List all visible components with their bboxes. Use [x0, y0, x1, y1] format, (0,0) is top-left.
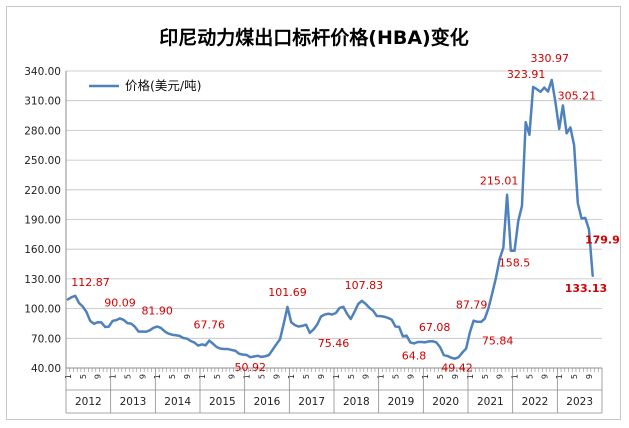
grid-lines	[66, 70, 602, 369]
chart-title: 印尼动力煤出口标杆价格(HBA)变化	[159, 26, 468, 49]
y-tick-label: 280.00	[24, 125, 61, 137]
x-month-label: 1	[511, 374, 520, 379]
x-month-label: 9	[362, 374, 371, 379]
x-month-label: 9	[496, 374, 505, 379]
series-layer	[66, 78, 594, 360]
data-labels: 112.87 90.09 81.90 67.76 50.92 101.69 75.46 107…	[71, 52, 619, 375]
x-month-label: 1	[109, 374, 118, 379]
x-month-label: 1	[332, 374, 341, 379]
x-year-label: 2016	[254, 396, 281, 408]
data-label: 158.5	[499, 257, 531, 270]
x-month-label: 9	[451, 374, 460, 379]
x-month-label: 5	[79, 374, 88, 379]
data-label: 179.9	[585, 233, 620, 246]
y-tick-label: 250.00	[24, 155, 61, 167]
data-label: 133.13	[565, 282, 607, 295]
x-year-label: 2018	[343, 396, 370, 408]
legend-label: 价格(美元/吨)	[125, 78, 201, 93]
x-month-label: 5	[168, 374, 177, 379]
data-label: 75.46	[318, 337, 350, 350]
data-label: 323.91	[507, 68, 546, 81]
x-month-label: 5	[570, 374, 579, 379]
x-month-label: 1	[64, 374, 73, 379]
x-month-label: 5	[213, 374, 222, 379]
data-label: 112.87	[71, 276, 110, 289]
data-label: 64.8	[402, 349, 427, 362]
y-axis: 40.00 70.00 100.00 130.00 160.00 190.00 220.00…	[24, 66, 67, 375]
x-month-label: 1	[287, 374, 296, 379]
x-month-label: 9	[406, 374, 415, 379]
x-axis: 1 5 9 1 5 9 1 5 9 1 5 9 1 5 9 1 5 9 1 5 9 1 5 9 1 5 9 1 5 9 1 5 9 1 5 92012…	[64, 367, 603, 414]
x-month-label: 1	[153, 374, 162, 379]
series-line	[66, 78, 594, 360]
x-month-label: 9	[228, 374, 237, 379]
x-year-label: 2021	[477, 396, 504, 408]
x-month-label: 5	[481, 374, 490, 379]
data-label: 81.90	[141, 305, 173, 318]
y-tick-label: 220.00	[24, 185, 61, 197]
y-tick-label: 160.00	[24, 244, 61, 256]
data-label: 67.08	[419, 321, 451, 334]
x-month-label: 1	[466, 374, 475, 379]
data-label: 90.09	[104, 296, 136, 309]
legend: 价格(美元/吨)	[89, 78, 201, 93]
x-month-label: 5	[123, 374, 132, 379]
y-tick-label: 130.00	[24, 274, 61, 286]
x-month-label: 1	[555, 374, 564, 379]
x-month-label: 5	[525, 374, 534, 379]
x-month-label: 9	[94, 374, 103, 379]
x-month-label: 5	[302, 374, 311, 379]
y-tick-label: 310.00	[24, 96, 61, 108]
y-tick-label: 100.00	[24, 304, 61, 316]
x-month-label: 9	[317, 374, 326, 379]
x-year-label: 2015	[209, 396, 236, 408]
x-year-label: 2020	[432, 396, 459, 408]
x-month-label: 9	[138, 374, 147, 379]
y-tick-label: 340.00	[24, 66, 61, 78]
x-month-label: 5	[436, 374, 445, 379]
x-month-label: 5	[347, 374, 356, 379]
chart-frame	[6, 6, 621, 420]
data-label: 101.69	[268, 286, 307, 299]
x-month-label: 9	[540, 374, 549, 379]
x-month-label: 1	[198, 374, 207, 379]
x-month-label: 9	[272, 374, 281, 379]
x-month-label: 1	[243, 374, 252, 379]
x-year-label: 2013	[120, 396, 147, 408]
data-label: 75.84	[482, 335, 513, 348]
x-month-label: 5	[257, 374, 266, 379]
data-label: 50.92	[235, 361, 267, 374]
x-year-label: 2019	[388, 396, 415, 408]
data-label: 107.83	[345, 279, 384, 292]
x-month-label: 1	[421, 374, 430, 379]
x-year-label: 2014	[164, 396, 191, 408]
x-month-label: 5	[391, 374, 400, 379]
data-label: 215.01	[480, 175, 519, 188]
x-month-label: 9	[183, 374, 192, 379]
x-year-label: 2022	[522, 396, 549, 408]
y-tick-label: 40.00	[31, 363, 61, 375]
data-label: 49.42	[441, 362, 473, 375]
data-label: 87.79	[456, 299, 488, 312]
data-label: 330.97	[531, 52, 570, 65]
data-label: 67.76	[194, 319, 226, 332]
x-month-label: 9	[585, 374, 594, 379]
x-year-label: 2023	[566, 396, 593, 408]
y-tick-label: 190.00	[24, 215, 61, 227]
x-month-label: 1	[377, 374, 386, 379]
data-label: 305.21	[558, 89, 597, 102]
y-tick-label: 70.00	[31, 333, 61, 345]
x-year-label: 2012	[75, 396, 102, 408]
x-year-label: 2017	[298, 396, 325, 408]
